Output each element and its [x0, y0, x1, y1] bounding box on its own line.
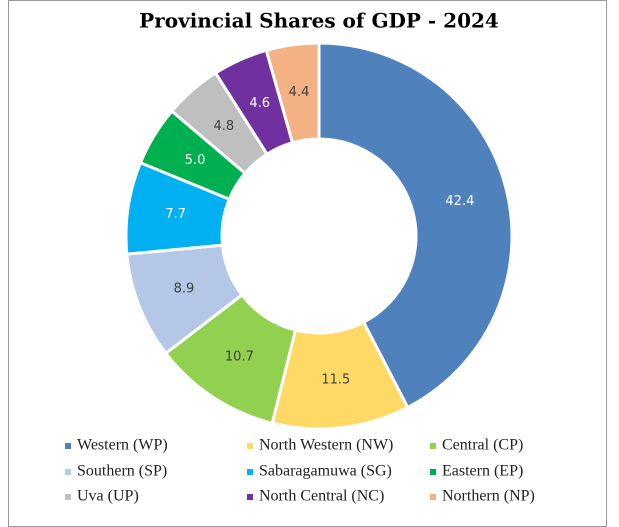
legend-label: Sabaragamuwa (SG)	[259, 463, 392, 480]
legend-label: North Central (NC)	[259, 488, 384, 505]
legend-label: Western (WP)	[77, 437, 168, 454]
data-label: 4.4	[289, 85, 310, 100]
legend-label: Central (CP)	[442, 437, 523, 454]
legend-marker	[247, 469, 253, 475]
donut-slice	[264, 41, 321, 145]
legend-label: Southern (SP)	[77, 463, 167, 480]
legend-marker	[430, 494, 436, 500]
legend-marker	[247, 443, 253, 449]
data-label: 4.8	[213, 119, 234, 134]
legend-label: North Western (NW)	[259, 437, 393, 454]
legend-marker	[430, 443, 436, 449]
legend-label: Eastern (EP)	[442, 463, 523, 480]
data-label: 11.5	[321, 373, 350, 388]
data-label: 5.0	[185, 153, 206, 168]
legend-marker	[247, 494, 253, 500]
legend-label: Northern (NP)	[442, 488, 535, 505]
legend-marker	[65, 469, 71, 475]
data-label: 4.6	[249, 96, 270, 111]
legend-marker	[430, 469, 436, 475]
data-label: 42.4	[445, 194, 474, 209]
data-label: 7.7	[165, 207, 186, 222]
chart-title: Provincial Shares of GDP - 2024	[139, 9, 499, 33]
donut-slice	[317, 41, 514, 410]
legend-label: Uva (UP)	[77, 488, 139, 505]
data-label: 8.9	[174, 281, 195, 296]
legend-marker	[65, 443, 71, 449]
data-label: 10.7	[225, 350, 254, 365]
legend-marker	[65, 494, 71, 500]
